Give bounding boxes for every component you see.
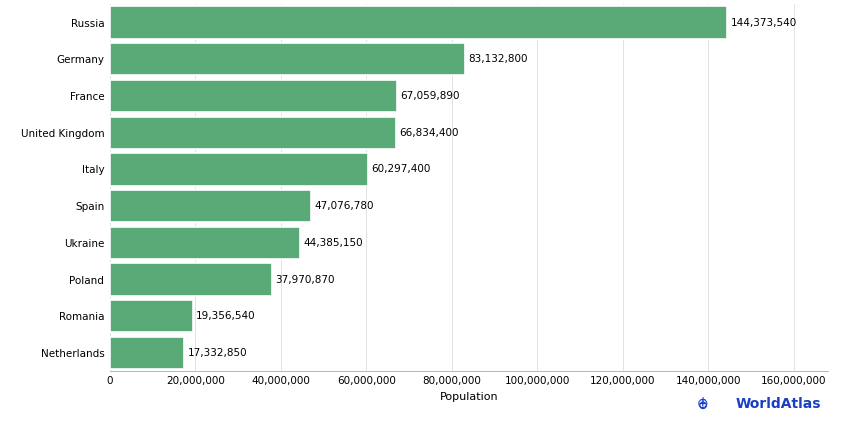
Text: 60,297,400: 60,297,400 xyxy=(371,165,430,174)
Text: 37,970,870: 37,970,870 xyxy=(275,275,335,284)
Bar xyxy=(110,190,311,222)
Text: 17,332,850: 17,332,850 xyxy=(187,348,246,358)
Bar xyxy=(110,6,726,39)
Text: 66,834,400: 66,834,400 xyxy=(398,128,458,138)
Bar xyxy=(110,116,395,149)
X-axis label: Population: Population xyxy=(439,392,498,402)
Bar xyxy=(110,263,272,296)
Text: 19,356,540: 19,356,540 xyxy=(196,311,256,321)
Text: 83,132,800: 83,132,800 xyxy=(468,54,528,64)
Bar xyxy=(110,80,396,112)
Bar xyxy=(110,153,367,186)
Text: 47,076,780: 47,076,780 xyxy=(314,201,374,211)
Text: ⊕: ⊕ xyxy=(695,398,707,411)
Text: 44,385,150: 44,385,150 xyxy=(303,238,362,248)
Bar xyxy=(110,43,465,76)
Bar xyxy=(110,337,184,369)
Text: 67,059,890: 67,059,890 xyxy=(399,91,459,101)
Bar xyxy=(110,227,300,259)
Text: WorldAtlas: WorldAtlas xyxy=(735,398,820,411)
Text: 144,373,540: 144,373,540 xyxy=(730,18,796,27)
Text: ♁: ♁ xyxy=(697,398,707,411)
Bar xyxy=(110,300,192,333)
